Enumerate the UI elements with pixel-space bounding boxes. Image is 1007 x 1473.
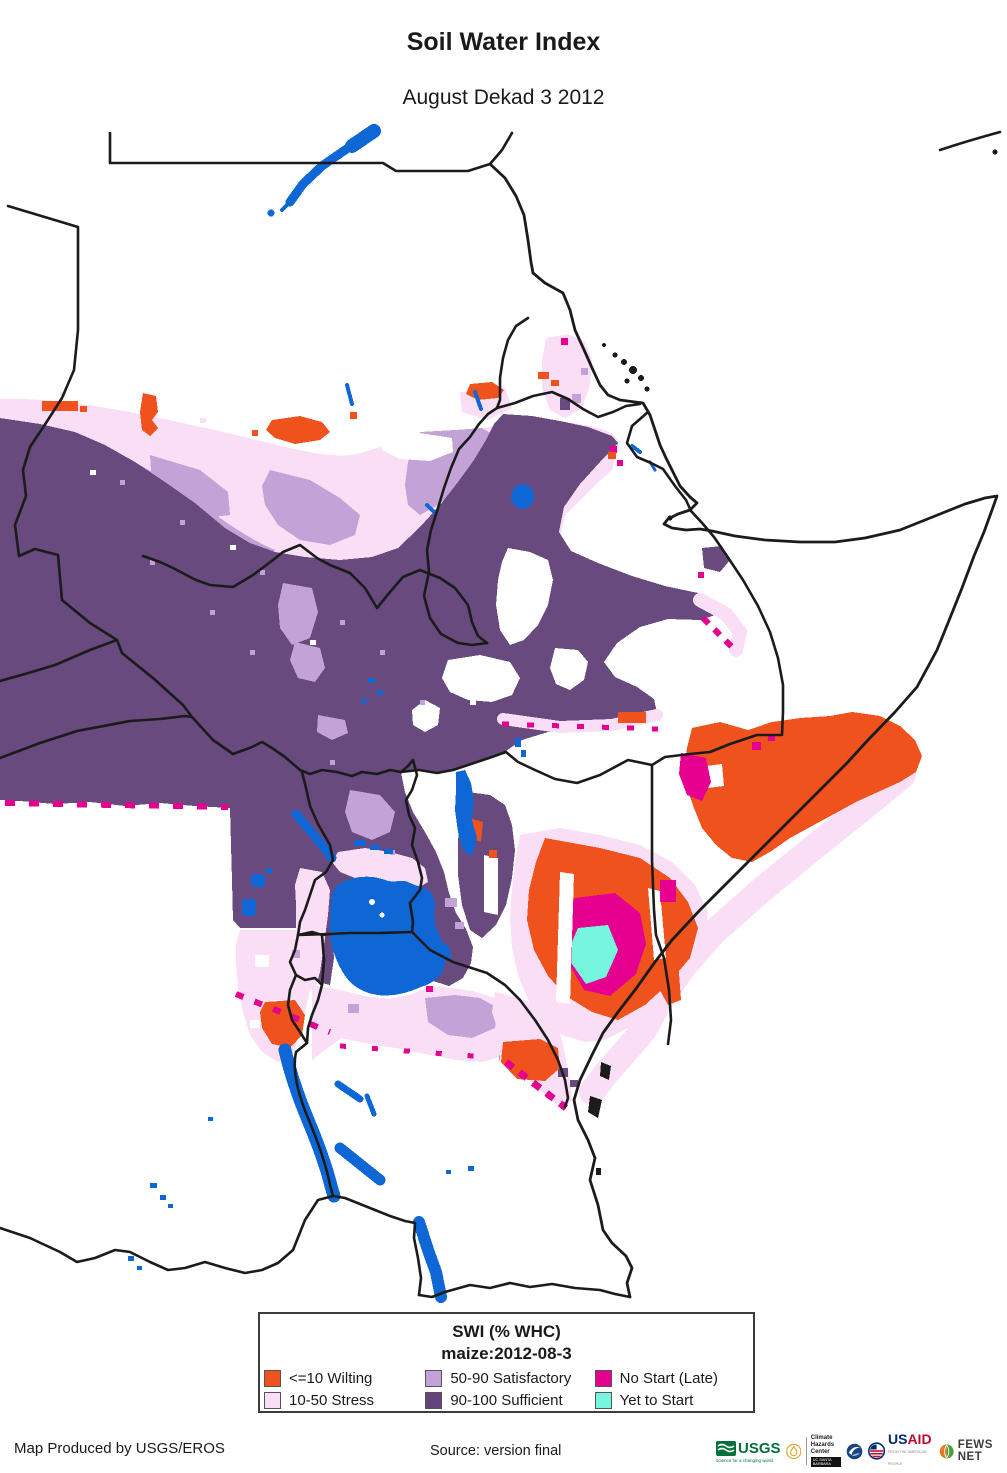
usgs-wave-icon bbox=[716, 1440, 736, 1456]
usaid-logo: USAID FROM THE AMERICAN PEOPLE bbox=[867, 1430, 935, 1470]
chc-univ-label: UC SANTA BARBARA bbox=[810, 1457, 841, 1467]
usgs-logo: USGS science for a changing world bbox=[716, 1440, 781, 1463]
sufficient-swatch bbox=[425, 1392, 443, 1409]
legend-item-label: 50-90 Satisfactory bbox=[450, 1370, 572, 1387]
stress-swatch bbox=[264, 1392, 281, 1409]
map-legend: SWI (% WHC) maize:2012-08-3 <=10 Wilting… bbox=[258, 1312, 755, 1413]
chc-drop-icon bbox=[785, 1443, 801, 1459]
legend-item-stress: 10-50 Stress bbox=[264, 1391, 425, 1410]
usaid-seal-icon bbox=[867, 1442, 885, 1460]
fewsnet-logo: FEWS NET bbox=[939, 1439, 1004, 1463]
source-text: Source: version final bbox=[430, 1443, 562, 1459]
page-subtitle: August Dekad 3 2012 bbox=[402, 86, 605, 109]
legend-item-yet-to-start: Yet to Start bbox=[594, 1391, 749, 1410]
legend-item-label: 10-50 Stress bbox=[289, 1392, 375, 1409]
legend-item-label: 90-100 Sufficient bbox=[450, 1392, 563, 1409]
noaa-icon bbox=[846, 1443, 863, 1459]
page-title: Soil Water Index bbox=[406, 28, 601, 56]
legend-item-label: No Start (Late) bbox=[619, 1370, 718, 1387]
divider bbox=[806, 1437, 807, 1465]
usgs-name: USGS bbox=[738, 1439, 781, 1457]
yet-to-start-swatch bbox=[594, 1392, 612, 1409]
usgs-tagline: science for a changing world bbox=[716, 1457, 774, 1463]
usaid-tagline: FROM THE AMERICAN PEOPLE bbox=[887, 1449, 927, 1466]
no-start-swatch bbox=[594, 1370, 612, 1387]
legend-item-label: Yet to Start bbox=[619, 1392, 694, 1409]
legend-item-satisfactory: 50-90 Satisfactory bbox=[425, 1369, 594, 1388]
produced-by-text: Map Produced by USGS/EROS bbox=[14, 1440, 225, 1457]
satisfactory-swatch bbox=[425, 1370, 443, 1387]
usaid-name-us: US bbox=[887, 1430, 908, 1447]
legend-title: SWI (% WHC) bbox=[452, 1322, 561, 1341]
chc-line: Center bbox=[810, 1449, 830, 1455]
chc-logo: Climate Hazards Center UC SANTA BARBARA bbox=[806, 1435, 841, 1467]
chc-line: Climate bbox=[810, 1435, 833, 1441]
legend-item-no-start: No Start (Late) bbox=[594, 1369, 749, 1388]
legend-item-label: <=10 Wilting bbox=[289, 1370, 373, 1387]
wilting-swatch bbox=[264, 1370, 281, 1387]
legend-subtitle: maize:2012-08-3 bbox=[441, 1344, 572, 1363]
legend-item-sufficient: 90-100 Sufficient bbox=[425, 1391, 594, 1410]
agency-logos: USGS science for a changing world Climat… bbox=[716, 1430, 1004, 1470]
fewsnet-globe-icon bbox=[940, 1444, 954, 1458]
fewsnet-name: FEWS NET bbox=[957, 1439, 993, 1463]
legend-item-wilting: <=10 Wilting bbox=[264, 1369, 425, 1388]
chc-line: Hazards bbox=[810, 1442, 835, 1448]
usaid-name-aid: AID bbox=[907, 1430, 932, 1447]
